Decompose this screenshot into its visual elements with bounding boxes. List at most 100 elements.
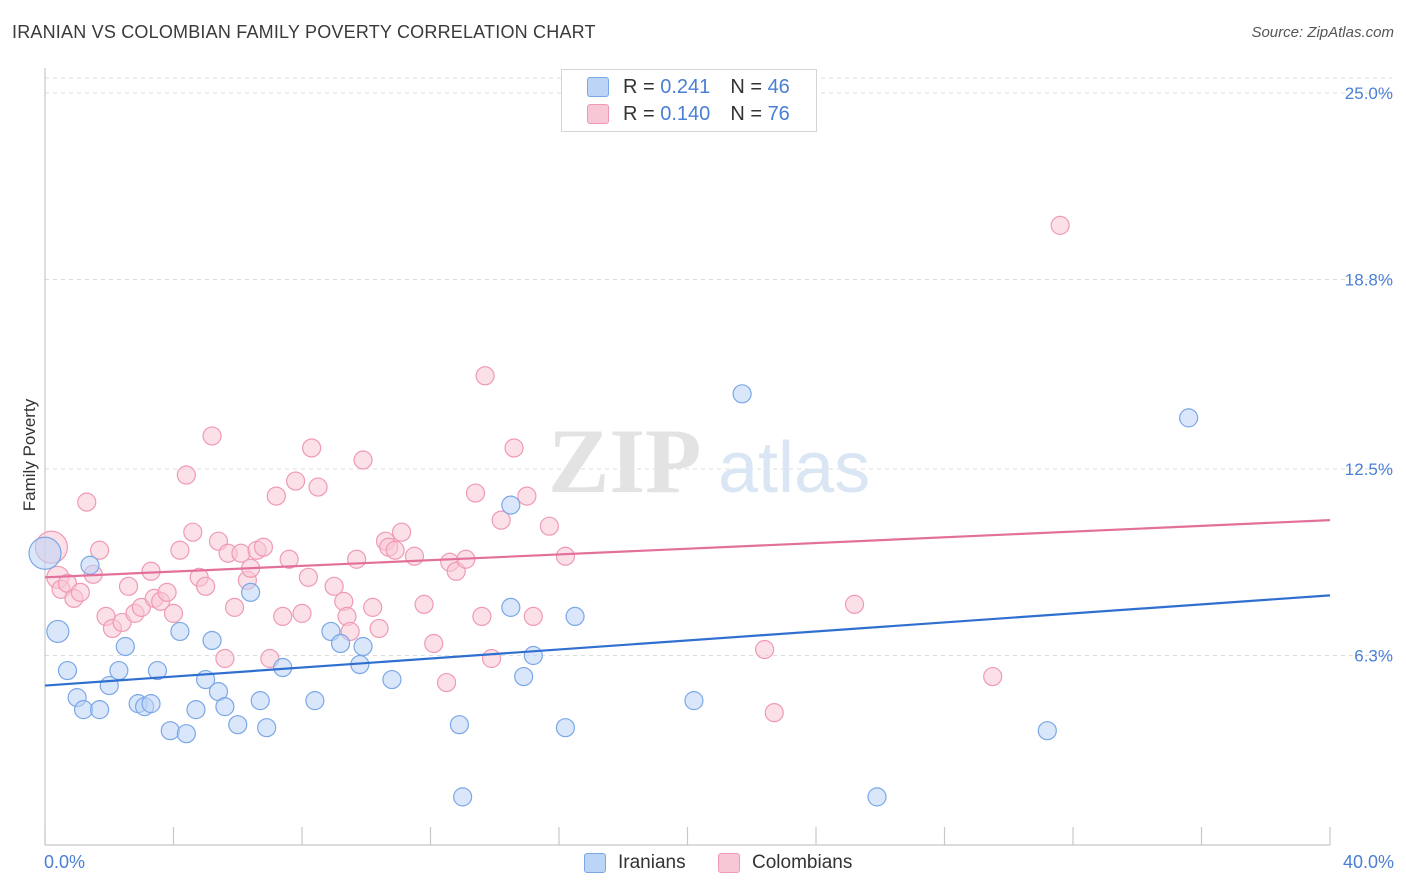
data-point-colombians xyxy=(176,465,196,485)
data-point-colombians xyxy=(183,522,203,542)
data-point-iranians xyxy=(28,536,62,570)
data-point-iranians xyxy=(250,691,270,711)
legend-n-label: N = xyxy=(730,75,762,98)
x-tick-label-min: 0.0% xyxy=(44,852,86,872)
legend-swatch-iranians xyxy=(587,77,609,97)
data-point-colombians xyxy=(1050,215,1070,235)
data-point-colombians xyxy=(279,549,299,569)
data-point-colombians xyxy=(472,606,492,627)
data-point-iranians xyxy=(202,630,222,651)
y-tick-label: 25.0% xyxy=(1345,84,1393,103)
trend-line-colombians xyxy=(44,519,1331,579)
data-point-colombians xyxy=(491,510,511,530)
data-point-iranians xyxy=(176,724,196,744)
data-point-iranians xyxy=(90,700,110,720)
data-point-colombians xyxy=(465,483,486,503)
data-point-colombians xyxy=(844,594,865,614)
data-point-colombians xyxy=(517,486,537,506)
data-point-colombians xyxy=(308,477,328,497)
legend-n-value-iranians: 46 xyxy=(767,75,790,98)
bottom-legend-swatch-iranians xyxy=(584,853,606,873)
data-point-colombians xyxy=(504,438,524,458)
data-point-iranians xyxy=(330,633,351,654)
data-point-iranians xyxy=(514,666,534,687)
y-tick-label: 12.5% xyxy=(1345,460,1393,479)
data-point-iranians xyxy=(186,700,206,720)
data-point-colombians xyxy=(292,603,312,623)
data-point-colombians xyxy=(385,540,405,560)
data-point-iranians xyxy=(241,582,261,602)
y-tick-label: 6.3% xyxy=(1354,647,1393,666)
data-point-colombians xyxy=(196,576,216,596)
legend-swatch-colombians xyxy=(587,104,609,124)
data-point-iranians xyxy=(867,787,887,807)
data-point-colombians xyxy=(363,597,383,617)
data-point-iranians xyxy=(160,721,180,741)
y-axis-label: Family Poverty xyxy=(20,398,39,512)
bottom-legend-colombians: Colombians xyxy=(718,852,852,874)
data-point-colombians xyxy=(754,639,775,660)
data-point-iranians xyxy=(147,660,168,681)
data-point-colombians xyxy=(391,522,412,542)
legend-r-value-colombians: 0.140 xyxy=(660,102,711,125)
watermark-zip: ZIP xyxy=(548,410,701,512)
data-point-colombians xyxy=(202,426,222,446)
chart-title: IRANIAN VS COLOMBIAN FAMILY POVERTY CORR… xyxy=(12,22,596,42)
legend-n-label: N = xyxy=(730,102,762,125)
data-point-colombians xyxy=(70,582,90,602)
data-point-colombians xyxy=(77,492,97,512)
bottom-legend-label-iranians: Iranians xyxy=(618,852,686,873)
data-point-colombians xyxy=(90,540,110,560)
x-tick-label-max: 40.0% xyxy=(1342,852,1394,872)
data-point-colombians xyxy=(253,537,274,557)
data-point-iranians xyxy=(305,691,325,711)
data-point-iranians xyxy=(684,691,704,711)
data-point-colombians xyxy=(157,582,177,602)
data-point-iranians xyxy=(141,694,161,714)
data-point-colombians xyxy=(424,633,444,654)
data-point-iranians xyxy=(109,660,129,681)
data-point-colombians xyxy=(266,486,286,506)
data-point-iranians xyxy=(732,384,752,404)
bottom-legend-swatch-colombians xyxy=(718,853,740,873)
data-point-iranians xyxy=(501,495,521,515)
data-point-colombians xyxy=(983,666,1003,687)
data-point-colombians xyxy=(414,594,434,614)
data-point-iranians xyxy=(565,606,585,627)
data-point-iranians xyxy=(501,597,521,617)
data-point-colombians xyxy=(555,546,576,566)
data-point-colombians xyxy=(215,648,235,669)
watermark: ZIP atlas xyxy=(548,410,870,512)
data-point-iranians xyxy=(523,645,543,666)
data-point-colombians xyxy=(353,450,373,470)
data-point-colombians xyxy=(481,648,502,669)
legend-row-colombians: R = 0.140 N = 76 xyxy=(587,102,790,126)
data-point-iranians xyxy=(353,636,373,657)
data-point-iranians xyxy=(382,669,402,690)
data-point-colombians xyxy=(285,471,306,491)
legend-r-label: R = xyxy=(623,102,655,125)
data-point-colombians xyxy=(298,567,319,587)
data-point-colombians xyxy=(404,546,425,566)
data-point-iranians xyxy=(115,636,135,657)
data-point-iranians xyxy=(215,697,235,717)
data-point-iranians xyxy=(73,700,94,720)
data-point-colombians xyxy=(170,540,190,560)
trend-line-iranians xyxy=(44,594,1331,687)
data-point-colombians xyxy=(539,516,559,536)
data-point-colombians xyxy=(224,597,245,617)
data-point-iranians xyxy=(257,718,277,738)
data-point-iranians xyxy=(453,787,473,807)
data-point-colombians xyxy=(523,606,543,627)
data-point-iranians xyxy=(449,715,470,735)
data-point-colombians xyxy=(163,603,184,623)
legend-r-label: R = xyxy=(623,75,655,98)
data-point-iranians xyxy=(80,555,100,575)
data-point-colombians xyxy=(273,606,293,627)
data-point-iranians xyxy=(228,715,248,735)
y-tick-label: 18.8% xyxy=(1345,271,1393,290)
data-point-iranians xyxy=(555,718,576,738)
data-point-colombians xyxy=(347,549,367,569)
data-point-colombians xyxy=(475,366,495,386)
